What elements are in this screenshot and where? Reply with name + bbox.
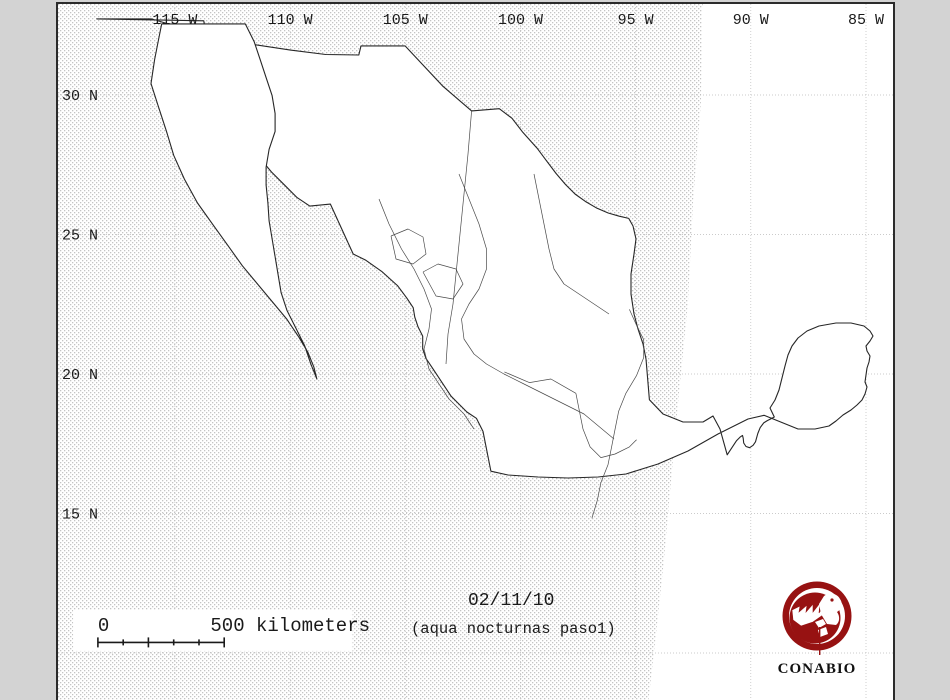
svg-text:25 N: 25 N [62, 228, 98, 245]
svg-text:95 W: 95 W [618, 12, 654, 29]
svg-text:115 W: 115 W [152, 12, 197, 29]
svg-text:CONABIO: CONABIO [778, 661, 857, 677]
svg-text:02/11/10: 02/11/10 [468, 591, 554, 611]
svg-text:(aqua nocturnas paso1): (aqua nocturnas paso1) [411, 620, 616, 638]
svg-text:30 N: 30 N [62, 88, 98, 105]
svg-text:85 W: 85 W [848, 12, 884, 29]
svg-text:20 N: 20 N [62, 367, 98, 384]
svg-text:100 W: 100 W [498, 12, 543, 29]
svg-text:90 W: 90 W [733, 12, 769, 29]
svg-text:500 kilometers: 500 kilometers [210, 615, 370, 637]
svg-text:110 W: 110 W [268, 12, 313, 29]
svg-text:0: 0 [98, 615, 109, 637]
svg-text:105 W: 105 W [383, 12, 428, 29]
svg-text:15 N: 15 N [62, 507, 98, 524]
